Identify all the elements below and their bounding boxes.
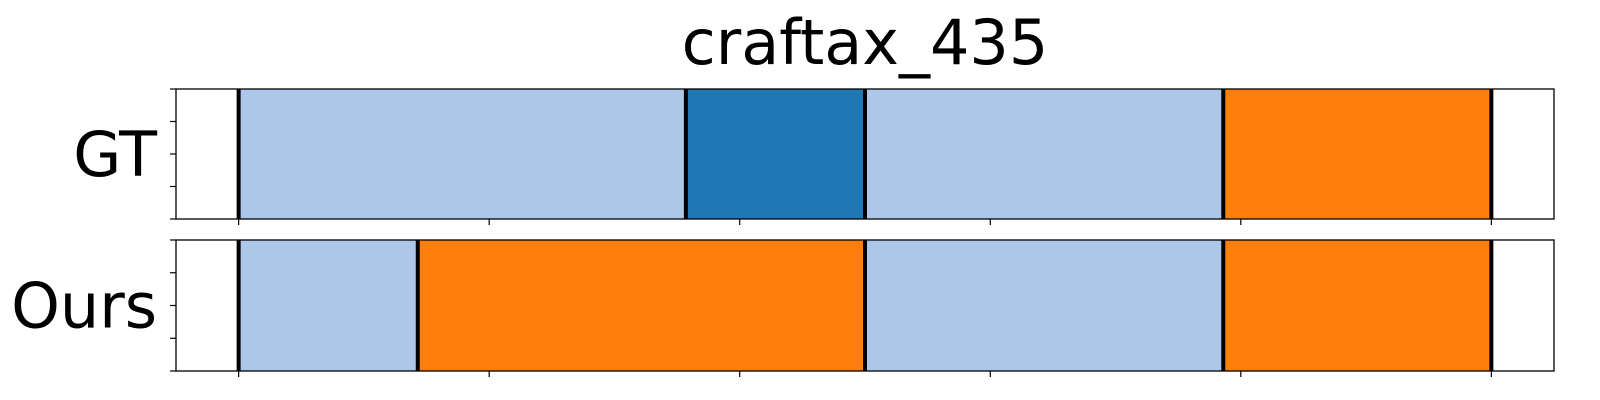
segment-bar [238,89,686,219]
segment-bar [417,240,865,371]
segment-bar [1223,240,1492,371]
chart-title: craftax_435 [682,6,1049,79]
segment-bar [238,240,418,371]
row-label-ours: Ours [11,270,157,343]
segment-bar [685,89,865,219]
rows-layer: GT Ours [11,88,1555,377]
segmentation-row-ours: Ours [11,239,1555,377]
segment-bar [865,89,1224,219]
segment-bar [865,240,1224,371]
segment-bar [1223,89,1492,219]
row-label-gt: GT [73,118,158,191]
segmentation-row-gt: GT [73,88,1555,225]
